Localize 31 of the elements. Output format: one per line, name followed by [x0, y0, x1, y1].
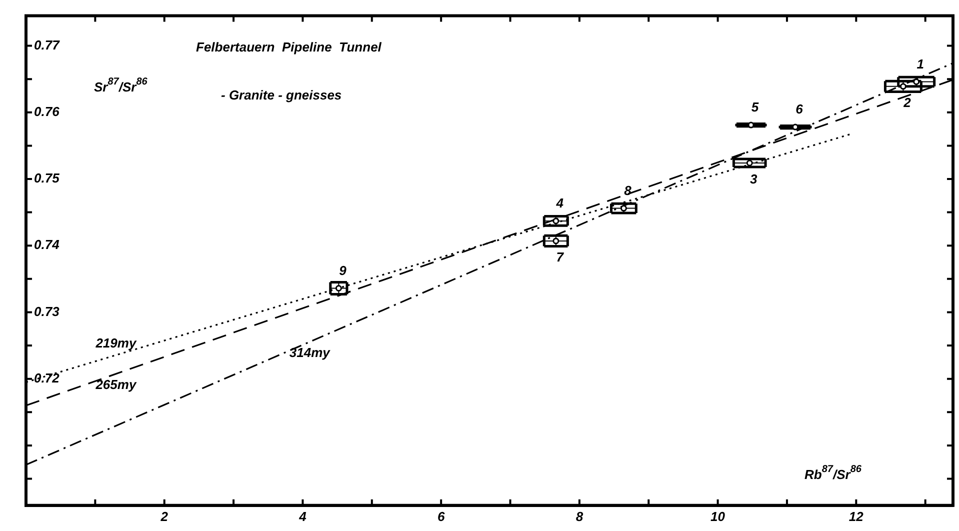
x-tick-label: 4	[298, 508, 308, 524]
y-tick-label: 0.77	[34, 37, 60, 52]
annotation: 2	[902, 94, 912, 110]
annotation: 7	[556, 250, 564, 265]
point	[552, 238, 560, 244]
y-tick-label: 0.74	[34, 237, 60, 252]
y-tick-label: 0.75	[34, 170, 60, 186]
annotation: 1	[916, 56, 924, 72]
annotation: 5	[751, 100, 760, 115]
x-tick-label: 10	[710, 508, 726, 524]
point	[900, 83, 906, 90]
point	[913, 78, 920, 85]
text: Felbertauern Pipeline Tunnel	[196, 39, 382, 54]
annotation: 9	[339, 262, 348, 278]
point	[552, 218, 560, 224]
annotation: 265my	[94, 376, 137, 392]
point	[620, 205, 627, 212]
annotation: 219my	[94, 335, 137, 350]
x-tick-label: 6	[437, 508, 446, 524]
annotation: 6	[796, 102, 804, 117]
y-tick-label: 0.72	[34, 370, 60, 386]
y-tick-label: 0.76	[34, 104, 60, 119]
x-tick-label: 12	[848, 508, 864, 524]
x-tick-label: 8	[576, 508, 584, 524]
annotation: 314my	[289, 344, 331, 360]
text: - Granite - gneisses	[221, 87, 342, 102]
annotation: 4	[555, 196, 564, 211]
point	[746, 160, 753, 166]
y-tick-label: 0.73	[34, 304, 60, 319]
x-tick-label: 2	[160, 508, 169, 524]
annotation: 3	[750, 172, 758, 187]
